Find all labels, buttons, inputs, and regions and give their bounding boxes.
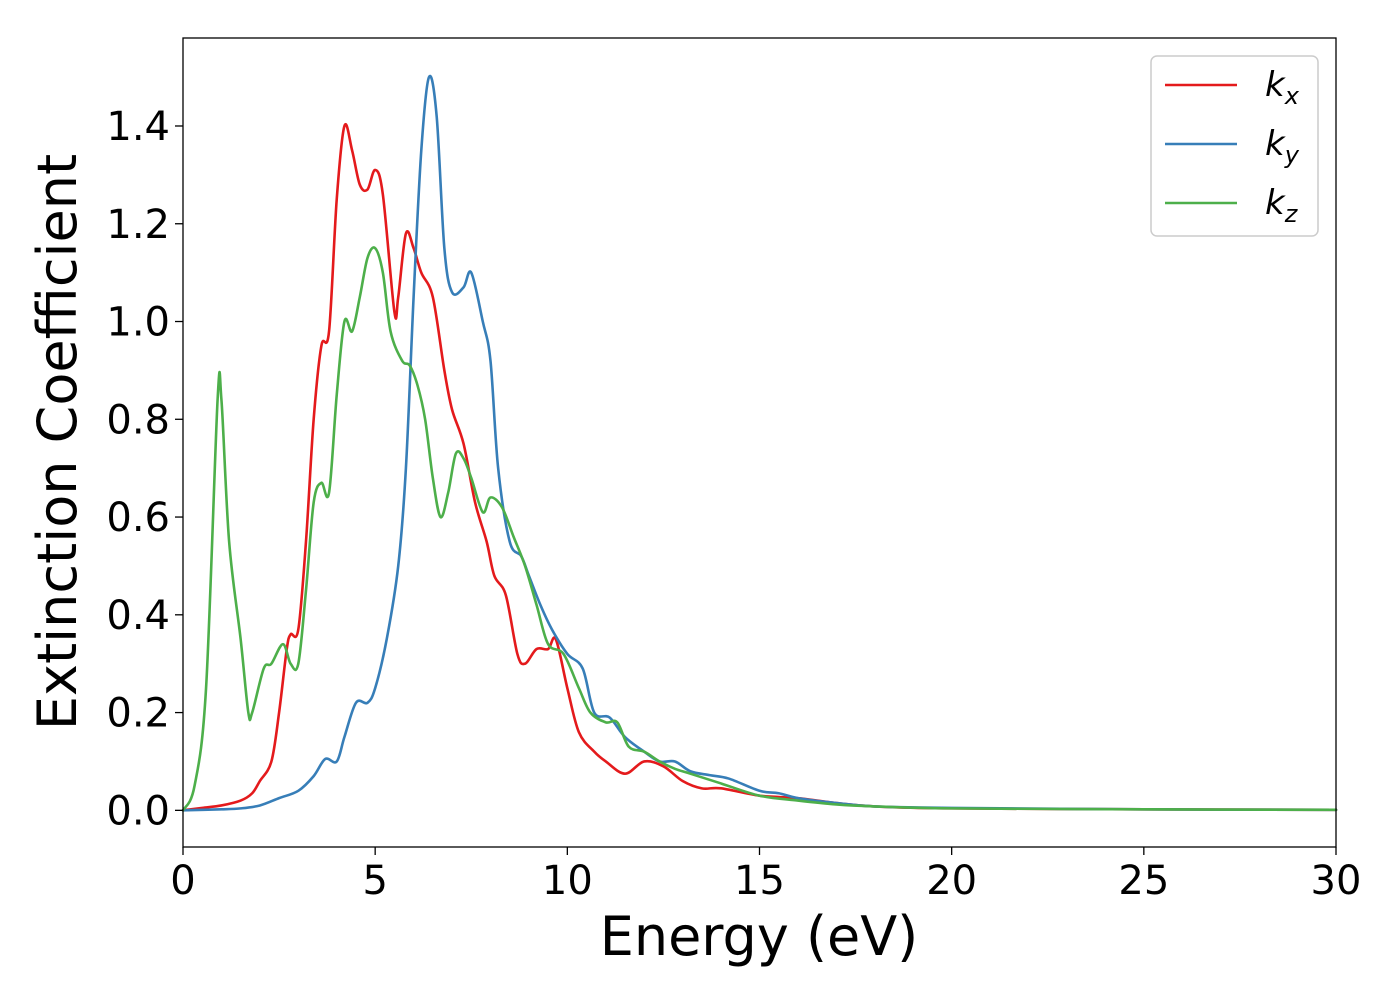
x-tick-label: 5 [362, 858, 387, 904]
x-tick-label: 30 [1311, 858, 1362, 904]
y-tick-label: 0.0 [106, 788, 170, 834]
y-tick-label: 0.6 [106, 495, 170, 541]
legend: kx ky kz [1150, 55, 1319, 237]
y-axis-ticks: 0.0 0.2 0.4 0.6 0.8 1.0 1.2 1.4 [106, 104, 183, 834]
series-line-y [181, 74, 1338, 812]
x-axis-ticks: 0 5 10 15 20 25 30 [170, 847, 1361, 904]
legend-label-z: kz [1265, 183, 1299, 228]
series-line-x [181, 122, 1338, 812]
legend-label-y: ky [1265, 124, 1300, 169]
y-tick-label: 0.2 [106, 691, 170, 737]
x-axis-label: Energy (eV) [600, 905, 919, 968]
series-layer [181, 74, 1338, 812]
series-line-z [181, 246, 1338, 812]
x-tick-label: 10 [542, 858, 593, 904]
y-axis-label: Extinction Coefficient [26, 154, 89, 730]
x-tick-label: 20 [926, 858, 977, 904]
x-tick-label: 25 [1118, 858, 1169, 904]
x-tick-label: 15 [734, 858, 785, 904]
y-tick-label: 0.4 [106, 593, 170, 639]
x-tick-label: 0 [170, 858, 195, 904]
legend-label-x: kx [1265, 65, 1300, 110]
y-tick-label: 1.4 [106, 104, 170, 150]
y-tick-label: 1.2 [106, 202, 170, 248]
y-tick-label: 1.0 [106, 300, 170, 346]
y-tick-label: 0.8 [106, 397, 170, 443]
legend-box [1150, 55, 1319, 237]
